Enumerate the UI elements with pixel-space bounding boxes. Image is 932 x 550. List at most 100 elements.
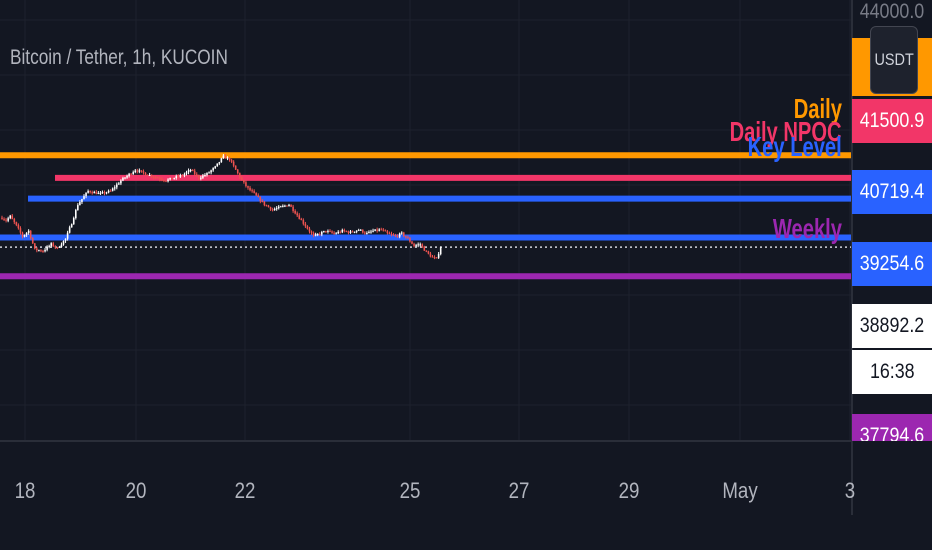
- candle-body-195: [400, 232, 403, 234]
- candle-body-176: [362, 229, 364, 233]
- candle-body-40: [83, 196, 85, 200]
- candle-body-49: [101, 192, 104, 194]
- candle-body-123: [253, 191, 255, 193]
- candle-body-21: [44, 249, 46, 252]
- candle-body-186: [382, 229, 385, 231]
- candle-body-116: [239, 173, 241, 178]
- candle-body-125: [257, 195, 260, 197]
- candle-body-182: [374, 229, 376, 231]
- time-tick-0: 18: [14, 478, 36, 503]
- candle-body-96: [198, 175, 200, 179]
- candle-body-204: [419, 244, 421, 246]
- candle-body-91: [187, 170, 190, 173]
- candle-body-158: [325, 231, 327, 233]
- candle-body-94: [193, 170, 196, 175]
- candle-body-119: [245, 182, 247, 187]
- candle-body-79: [163, 180, 165, 182]
- candle-body-22: [46, 246, 48, 250]
- candle-body-117: [241, 177, 243, 181]
- candle-body-70: [144, 172, 147, 175]
- candle-body-200: [411, 241, 413, 244]
- candle-body-198: [407, 237, 409, 239]
- candle-body-7: [15, 222, 18, 225]
- candle-body-190: [390, 233, 393, 235]
- candle-body-126: [259, 196, 262, 202]
- candle-body-171: [351, 231, 354, 233]
- candle-body-27: [56, 247, 59, 249]
- candle-body-177: [364, 232, 366, 234]
- candle-body-163: [335, 233, 337, 235]
- candle-body-93: [191, 170, 194, 172]
- candle-body-108: [222, 155, 225, 159]
- top-price-tick: 44000.0: [859, 0, 925, 23]
- candle-body-8: [17, 224, 20, 229]
- candle-body-104: [214, 166, 216, 169]
- candle-body-98: [202, 175, 204, 178]
- candle-body-191: [392, 234, 395, 236]
- candle-body-3: [7, 218, 9, 221]
- candle-body-69: [142, 171, 145, 173]
- candle-body-175: [359, 229, 362, 231]
- candle-body-14: [29, 230, 32, 239]
- candle-body-16: [34, 243, 36, 249]
- candle-body-168: [345, 231, 348, 233]
- candle-body-28: [58, 246, 61, 248]
- candle-body-68: [140, 170, 143, 172]
- candle-body-155: [318, 234, 321, 236]
- candle-body-1: [3, 218, 5, 220]
- candle-body-66: [136, 170, 139, 172]
- candle-body-2: [5, 219, 7, 221]
- price-tag-0: 41500.9: [852, 99, 932, 143]
- candle-body-37: [77, 205, 79, 211]
- candle-body-138: [284, 205, 286, 207]
- candle-body-213: [437, 254, 440, 258]
- candle-body-146: [300, 218, 303, 221]
- candle-body-105: [216, 163, 219, 167]
- candle-body-20: [42, 251, 44, 253]
- candle-body-57: [118, 183, 120, 185]
- candle-body-50: [103, 192, 106, 194]
- time-tick-2: 22: [234, 478, 256, 503]
- candle-body-197: [405, 236, 407, 238]
- candle-body-128: [263, 201, 266, 206]
- candle-body-19: [40, 250, 42, 252]
- candle-body-110: [226, 157, 229, 159]
- candle-body-6: [13, 218, 16, 223]
- candle-body-72: [148, 174, 151, 176]
- candle-body-179: [368, 231, 370, 234]
- currency-button[interactable]: USDT: [870, 26, 918, 94]
- candle-body-101: [208, 172, 210, 174]
- candle-body-185: [380, 229, 383, 231]
- candle-body-189: [388, 233, 391, 235]
- candle-body-137: [282, 205, 284, 207]
- candle-body-17: [36, 248, 38, 251]
- candle-body-5: [11, 215, 14, 219]
- level-label-daily: Daily: [793, 93, 842, 125]
- candle-body-212: [435, 257, 438, 259]
- time-tick-4: 27: [508, 478, 530, 503]
- candle-body-145: [298, 215, 301, 219]
- candle-body-26: [54, 246, 57, 248]
- time-tick-3: 25: [399, 478, 421, 503]
- candle-body-113: [232, 161, 235, 166]
- price-tag-2: 39254.6: [852, 242, 932, 286]
- candle-body-65: [134, 170, 137, 173]
- candle-body-55: [113, 187, 116, 189]
- candle-body-114: [234, 165, 237, 170]
- candle-body-159: [327, 230, 329, 232]
- candle-body-24: [50, 243, 52, 246]
- candle-body-106: [218, 162, 221, 164]
- candle-body-63: [130, 173, 132, 175]
- candle-body-103: [212, 168, 214, 171]
- candle-body-147: [302, 220, 305, 224]
- candle-body-35: [72, 218, 75, 225]
- candle-body-15: [31, 238, 34, 244]
- candle-body-173: [355, 230, 358, 232]
- candle-body-88: [181, 175, 184, 177]
- candle-body-201: [413, 243, 415, 246]
- candle-body-12: [25, 232, 28, 235]
- candle-body-124: [255, 192, 257, 196]
- candle-body-78: [161, 179, 163, 181]
- candle-body-39: [81, 199, 83, 203]
